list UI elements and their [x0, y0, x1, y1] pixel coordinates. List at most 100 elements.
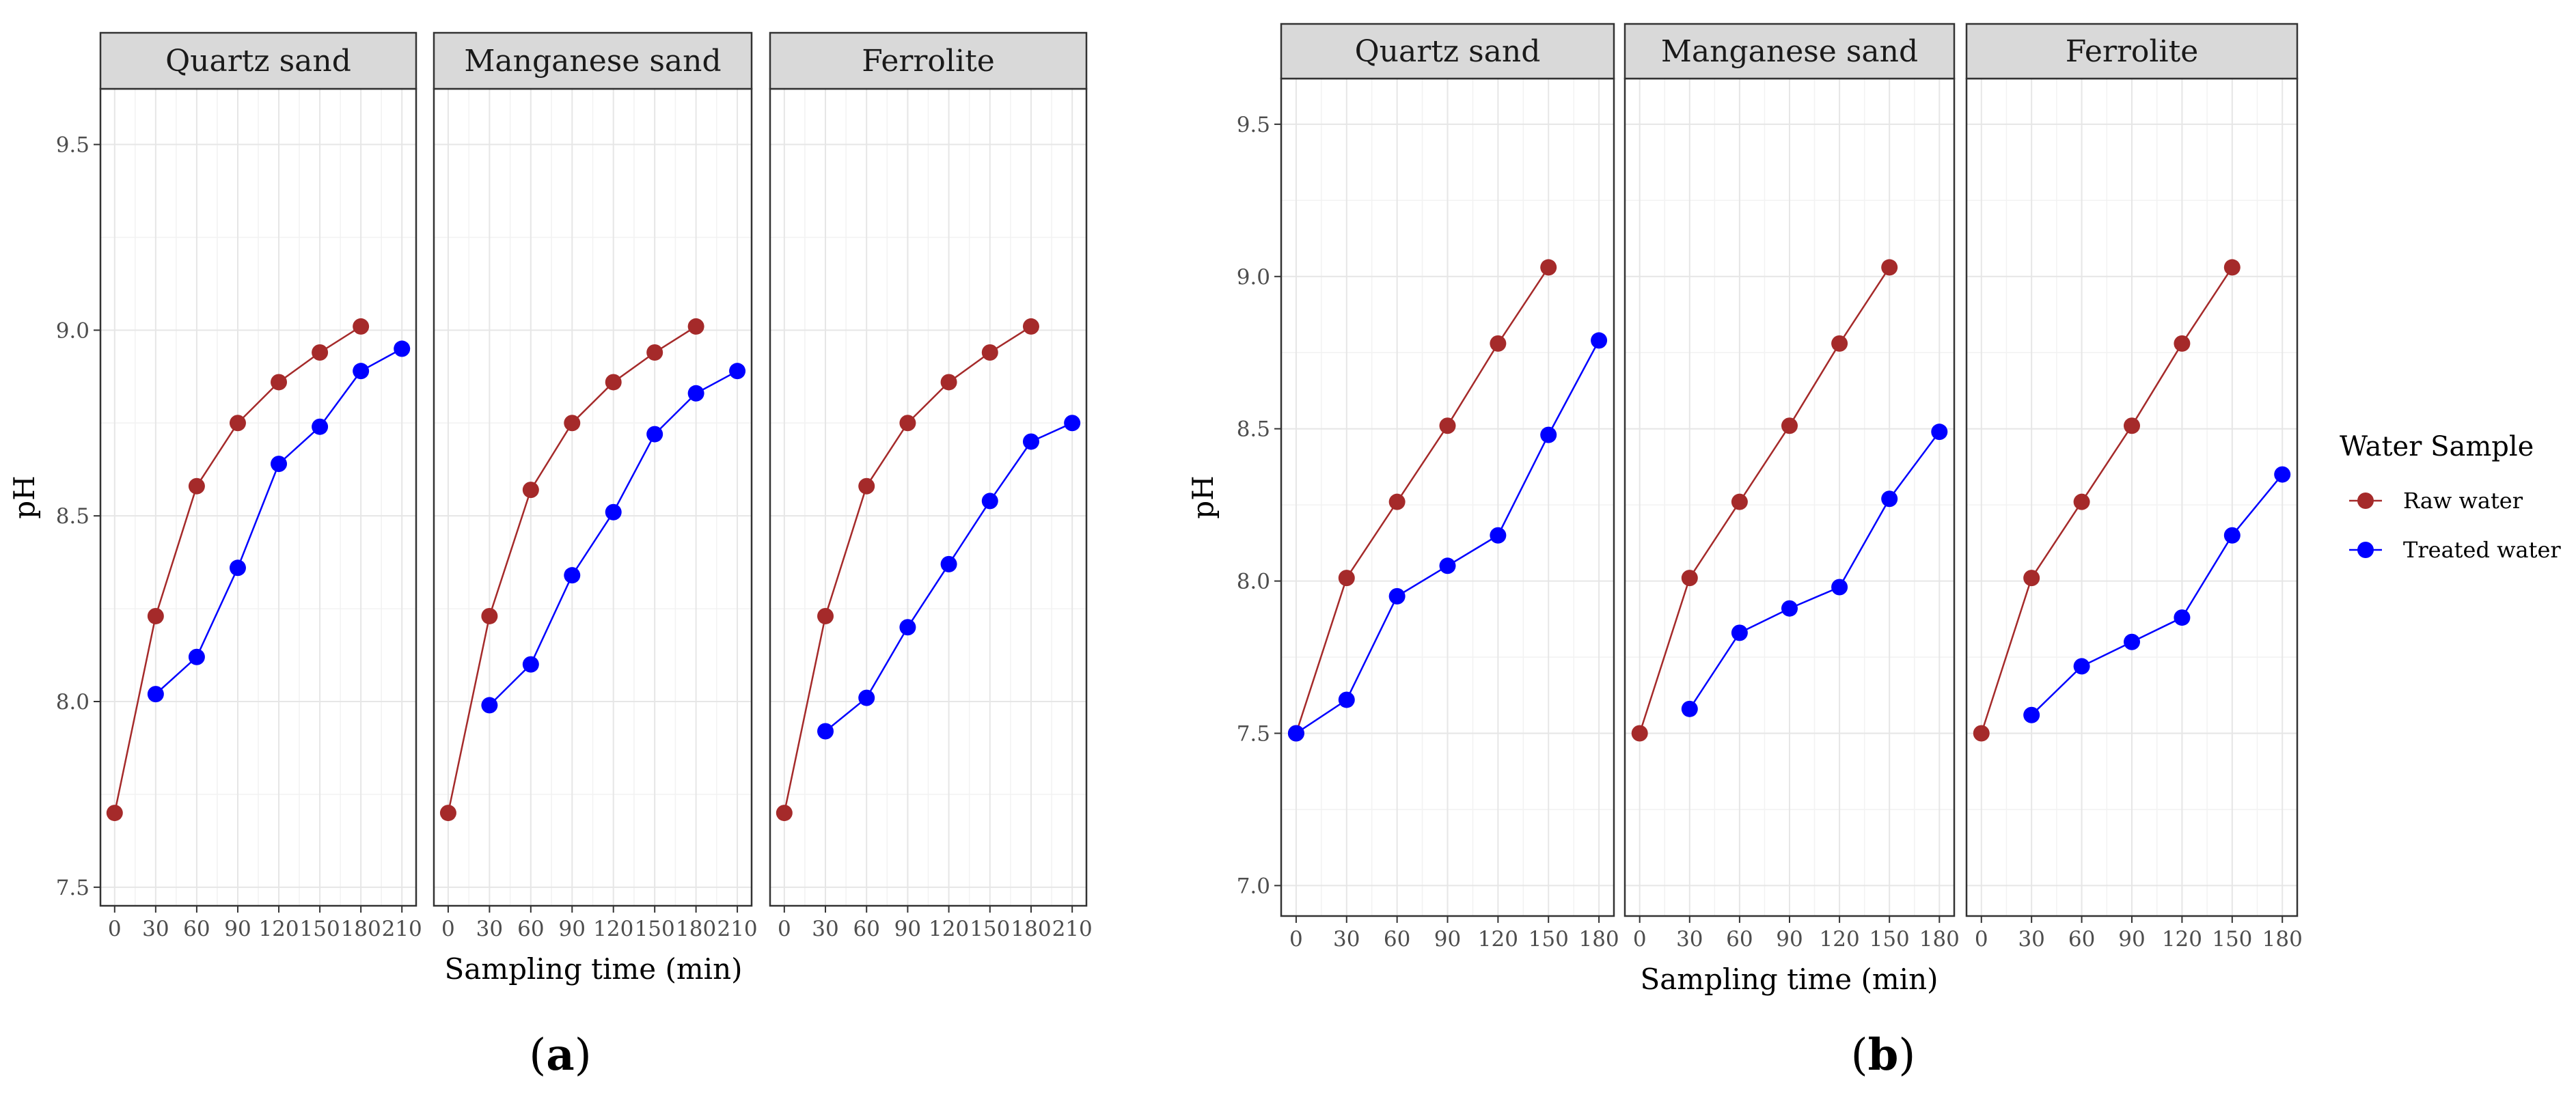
data-point	[605, 503, 622, 521]
data-point	[1881, 490, 1898, 508]
facet-panel: Manganese sand 0 30 60 90 120 150 180	[1623, 23, 1960, 952]
data-point	[940, 555, 957, 572]
x-tick-label: 90	[1776, 927, 1803, 952]
data-point	[899, 619, 916, 636]
data-point	[2073, 493, 2090, 510]
x-tick-label: 180	[676, 917, 716, 941]
x-tick-label: 180	[1578, 927, 1619, 952]
data-point	[1881, 259, 1898, 276]
x-axis-title: Sampling time (min)	[1640, 962, 1938, 996]
y-tick-label: 7.5	[1237, 722, 1270, 747]
data-point	[312, 418, 329, 435]
data-point	[147, 686, 164, 703]
data-point	[1022, 318, 1039, 335]
x-tick-label: 120	[593, 917, 633, 941]
data-point	[229, 559, 246, 577]
data-point	[1591, 332, 1608, 349]
legend-label: Treated water	[2403, 537, 2561, 563]
data-point	[646, 344, 663, 361]
data-point	[1973, 725, 1990, 742]
x-tick-label: 90	[1434, 927, 1461, 952]
data-point	[1931, 424, 1948, 441]
y-tick-label: 8.5	[1237, 417, 1270, 442]
data-point	[1338, 691, 1355, 708]
x-tick-label: 150	[300, 917, 340, 941]
x-tick-label: 120	[2162, 927, 2202, 952]
x-tick-label: 60	[183, 917, 210, 941]
x-tick-label: 60	[2068, 927, 2095, 952]
y-tick-label: 7.5	[56, 876, 90, 900]
data-point	[687, 385, 704, 402]
data-point	[353, 363, 370, 380]
data-point	[1781, 417, 1798, 434]
data-point	[646, 426, 663, 443]
x-tick-label: 90	[2118, 927, 2145, 952]
data-point	[481, 697, 498, 714]
data-point	[522, 656, 539, 673]
caption-paren-open: (	[529, 1030, 546, 1081]
x-tick-label: 180	[1919, 927, 1960, 952]
facet-panel: Ferrolite 0 30 60 90 120 150 180 210	[769, 31, 1093, 941]
data-point	[817, 607, 834, 624]
x-tick-label: 0	[108, 917, 122, 941]
caption-letter: a	[546, 1029, 574, 1081]
y-tick-label: 9.5	[56, 133, 90, 158]
data-point	[858, 689, 875, 706]
x-tick-label: 30	[2018, 927, 2044, 952]
x-tick-label: 0	[1975, 927, 1988, 952]
x-tick-label: 120	[929, 917, 969, 941]
y-tick-label: 9.0	[56, 318, 90, 343]
y-axis-title: pH	[1186, 475, 1220, 519]
data-point	[147, 607, 164, 624]
data-point	[2023, 706, 2040, 723]
data-point	[776, 805, 793, 822]
x-tick-label: 60	[1726, 927, 1753, 952]
x-tick-label: 120	[1478, 927, 1518, 952]
x-tick-label: 210	[717, 917, 757, 941]
data-point	[1631, 725, 1648, 742]
x-tick-label: 150	[635, 917, 675, 941]
facet-strip	[99, 31, 417, 90]
data-point	[271, 456, 288, 473]
y-axis-title: pH	[8, 475, 41, 519]
data-point	[188, 477, 205, 495]
data-point	[271, 374, 288, 391]
x-tick-label: 180	[1011, 917, 1051, 941]
series-line	[1688, 431, 1941, 710]
data-point	[817, 723, 834, 740]
data-point	[2124, 633, 2140, 650]
data-point	[564, 567, 581, 584]
data-point	[1388, 587, 1406, 605]
data-point	[1831, 335, 1848, 352]
data-point	[1540, 259, 1557, 276]
legend-title: Water Sample	[2340, 431, 2534, 462]
data-point	[2223, 527, 2241, 544]
data-point	[229, 415, 246, 432]
data-point	[1287, 725, 1304, 742]
facet-panel: Ferrolite 0 30 60 90 120 150 180	[1965, 23, 2303, 952]
data-point	[605, 374, 622, 391]
series-line	[1980, 266, 2233, 734]
x-tick-label: 180	[341, 917, 381, 941]
x-tick-label: 30	[476, 917, 503, 941]
series-line	[1295, 266, 1550, 734]
data-point	[1731, 624, 1748, 641]
data-point	[1388, 493, 1406, 510]
legend: Water Sample Raw water Treated water	[2340, 431, 2561, 563]
x-tick-label: 30	[1676, 927, 1703, 952]
x-tick-label: 150	[970, 917, 1010, 941]
data-point	[1681, 700, 1698, 717]
x-tick-label: 120	[258, 917, 299, 941]
data-point	[2124, 417, 2140, 434]
data-point	[1490, 527, 1507, 544]
data-point	[1439, 557, 1456, 574]
caption-paren-open: (	[1851, 1030, 1868, 1081]
facet-strip-label: Manganese sand	[464, 44, 721, 79]
series-line	[2031, 473, 2284, 716]
x-tick-label: 30	[142, 917, 169, 941]
facet-strip	[433, 31, 753, 90]
data-point	[1731, 493, 1748, 510]
